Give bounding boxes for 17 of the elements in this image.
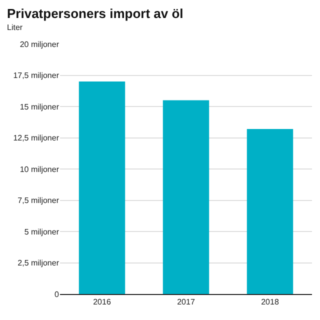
x-tick-label: 2016 [93,298,112,307]
y-tick-label: 10 miljoner [20,164,60,174]
y-tick-label: 20 miljoner [20,40,60,49]
bar [162,100,210,294]
y-tick-label: 2,5 miljoner [18,258,60,268]
bar [246,129,294,294]
chart-title: Privatpersoners import av öl [7,6,184,21]
y-tick-label: 17,5 miljoner [13,71,60,80]
y-tick-label: 5 miljoner [24,227,60,236]
x-tick-label: 2017 [177,298,196,307]
chart-subtitle: Liter [7,23,23,32]
y-tick-label: 7,5 miljoner [18,196,60,206]
y-tick-label: 12,5 miljoner [13,134,60,143]
y-tick-label: 15 miljoner [20,102,60,112]
y-tick-label: 0 [54,290,60,299]
bar [78,82,126,294]
x-tick-label: 2018 [261,298,280,307]
